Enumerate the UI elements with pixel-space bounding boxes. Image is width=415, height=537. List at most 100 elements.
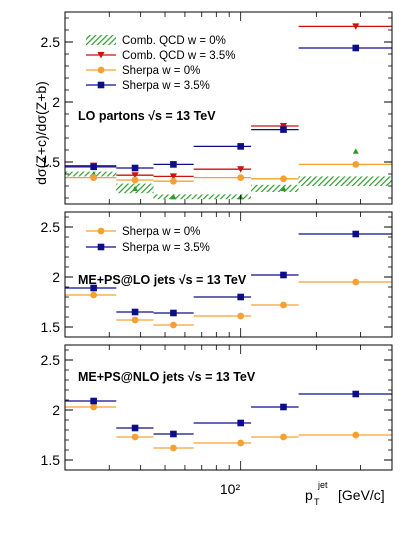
data-point bbox=[280, 271, 287, 279]
data-point bbox=[237, 174, 245, 182]
y-tick-label: 2 bbox=[52, 269, 60, 285]
legend-entry: Sherpa w = 3.5% bbox=[86, 80, 210, 92]
legend-entry: Sherpa w = 0% bbox=[86, 226, 200, 238]
y-tick-label: 2 bbox=[52, 402, 60, 418]
data-point bbox=[170, 321, 177, 329]
data-point bbox=[170, 161, 177, 168]
data-point bbox=[280, 433, 287, 441]
legend-entry: Sherpa w = 0% bbox=[86, 65, 200, 77]
band-point bbox=[132, 185, 139, 191]
data-point bbox=[237, 166, 245, 173]
data-point bbox=[352, 230, 360, 238]
data-point bbox=[352, 390, 360, 398]
data-point bbox=[280, 126, 287, 133]
plot-area bbox=[65, 230, 392, 329]
series-blue-square bbox=[65, 230, 392, 317]
legend: Comb. QCD w = 0% Comb. QCD w = 3.5% Sherpa… bbox=[86, 35, 235, 92]
series-orange-circle bbox=[65, 403, 392, 452]
y-tick-label: 2 bbox=[52, 94, 60, 110]
x-tick-label: 10² bbox=[220, 481, 241, 497]
data-point bbox=[237, 312, 245, 320]
data-point bbox=[280, 175, 287, 183]
series-red-triangle bbox=[65, 23, 392, 180]
data-point bbox=[170, 430, 177, 438]
data-point bbox=[237, 293, 244, 301]
y-tick-label: 1.5 bbox=[41, 319, 61, 335]
band-bin bbox=[193, 194, 252, 200]
legend-label: Sherpa w = 0% bbox=[122, 226, 200, 238]
x-axis-title-sub: T bbox=[314, 497, 320, 507]
legend-marker bbox=[97, 227, 105, 235]
legend-label: Sherpa w = 0% bbox=[122, 65, 200, 77]
y-tick-label: 2.5 bbox=[41, 352, 61, 368]
data-point bbox=[90, 403, 98, 411]
band-point bbox=[280, 185, 287, 191]
data-point bbox=[90, 397, 97, 405]
legend-swatch bbox=[86, 35, 116, 45]
data-point bbox=[131, 164, 139, 172]
plot-area bbox=[65, 390, 392, 452]
y-tick-label: 2.5 bbox=[41, 219, 61, 235]
legend-marker bbox=[97, 52, 105, 59]
data-point bbox=[90, 284, 97, 292]
legend: Sherpa w = 0% Sherpa w = 3.5% bbox=[86, 226, 210, 254]
band-bin bbox=[251, 184, 299, 192]
panel-frame bbox=[64, 11, 393, 205]
data-point bbox=[352, 278, 360, 286]
y-tick-label: 2.5 bbox=[41, 34, 61, 50]
legend-entry: Comb. QCD w = 0% bbox=[86, 35, 226, 47]
data-point bbox=[352, 431, 360, 439]
legend-marker bbox=[97, 243, 105, 251]
x-axis-title-unit: [GeV/c] bbox=[338, 487, 385, 503]
data-point bbox=[279, 123, 288, 130]
data-point bbox=[170, 177, 177, 185]
band-point bbox=[352, 148, 359, 154]
series-blue-square bbox=[65, 390, 392, 438]
data-point bbox=[237, 143, 244, 150]
data-point bbox=[131, 316, 139, 324]
panel-label: ME+PS@NLO jets √s = 13 TeV bbox=[78, 370, 256, 384]
series-blue-square bbox=[65, 44, 392, 172]
panel-3: 1.5 2 2.5 ME+PS@NLO jets √s = 13 TeV bbox=[41, 344, 393, 471]
legend-marker bbox=[97, 81, 105, 89]
data-point bbox=[237, 419, 244, 427]
x-axis-title-sup: jet bbox=[317, 480, 328, 490]
data-point bbox=[131, 308, 139, 316]
data-point bbox=[170, 444, 177, 452]
data-point bbox=[352, 161, 360, 168]
legend-entry: Comb. QCD w = 3.5% bbox=[86, 50, 235, 62]
legend-label: Comb. QCD w = 0% bbox=[122, 35, 226, 47]
data-point bbox=[352, 23, 360, 30]
panel-frame bbox=[64, 211, 393, 338]
panel-1: 1.5 2 2.5 Comb. QCD w = 0% Comb. QCD w = 3.5… bbox=[41, 11, 393, 205]
x-axis-title: p T jet [GeV/c] bbox=[305, 480, 385, 507]
plot-area bbox=[65, 23, 392, 200]
data-point bbox=[90, 291, 98, 299]
series-band bbox=[65, 148, 392, 200]
panel-2: 1.5 2 2.5 Sherpa w = 0% Sherpa w = 3.5% ME+PS… bbox=[41, 211, 393, 338]
legend-label: Sherpa w = 3.5% bbox=[122, 80, 210, 92]
data-point bbox=[170, 309, 177, 317]
data-point bbox=[90, 163, 97, 171]
y-tick-label: 1.5 bbox=[41, 452, 61, 468]
series-orange-circle bbox=[65, 278, 392, 329]
panel-label: ME+PS@LO jets √s = 13 TeV bbox=[78, 273, 247, 287]
data-point bbox=[237, 439, 245, 447]
data-point bbox=[131, 172, 139, 179]
panel-label: LO partons √s = 13 TeV bbox=[78, 109, 216, 123]
x-axis-title-main: p bbox=[305, 487, 313, 503]
band-point bbox=[170, 194, 177, 200]
series-orange-circle bbox=[65, 161, 392, 185]
data-point bbox=[169, 173, 178, 180]
legend-label: Sherpa w = 3.5% bbox=[122, 242, 210, 254]
data-point bbox=[90, 174, 98, 182]
legend-marker bbox=[97, 66, 105, 74]
data-point bbox=[280, 403, 287, 411]
data-point bbox=[131, 176, 139, 184]
panel-frame bbox=[64, 344, 393, 471]
band-bin bbox=[298, 176, 392, 186]
data-point bbox=[352, 44, 360, 52]
legend-label: Comb. QCD w = 3.5% bbox=[122, 50, 235, 62]
data-point bbox=[131, 424, 139, 432]
